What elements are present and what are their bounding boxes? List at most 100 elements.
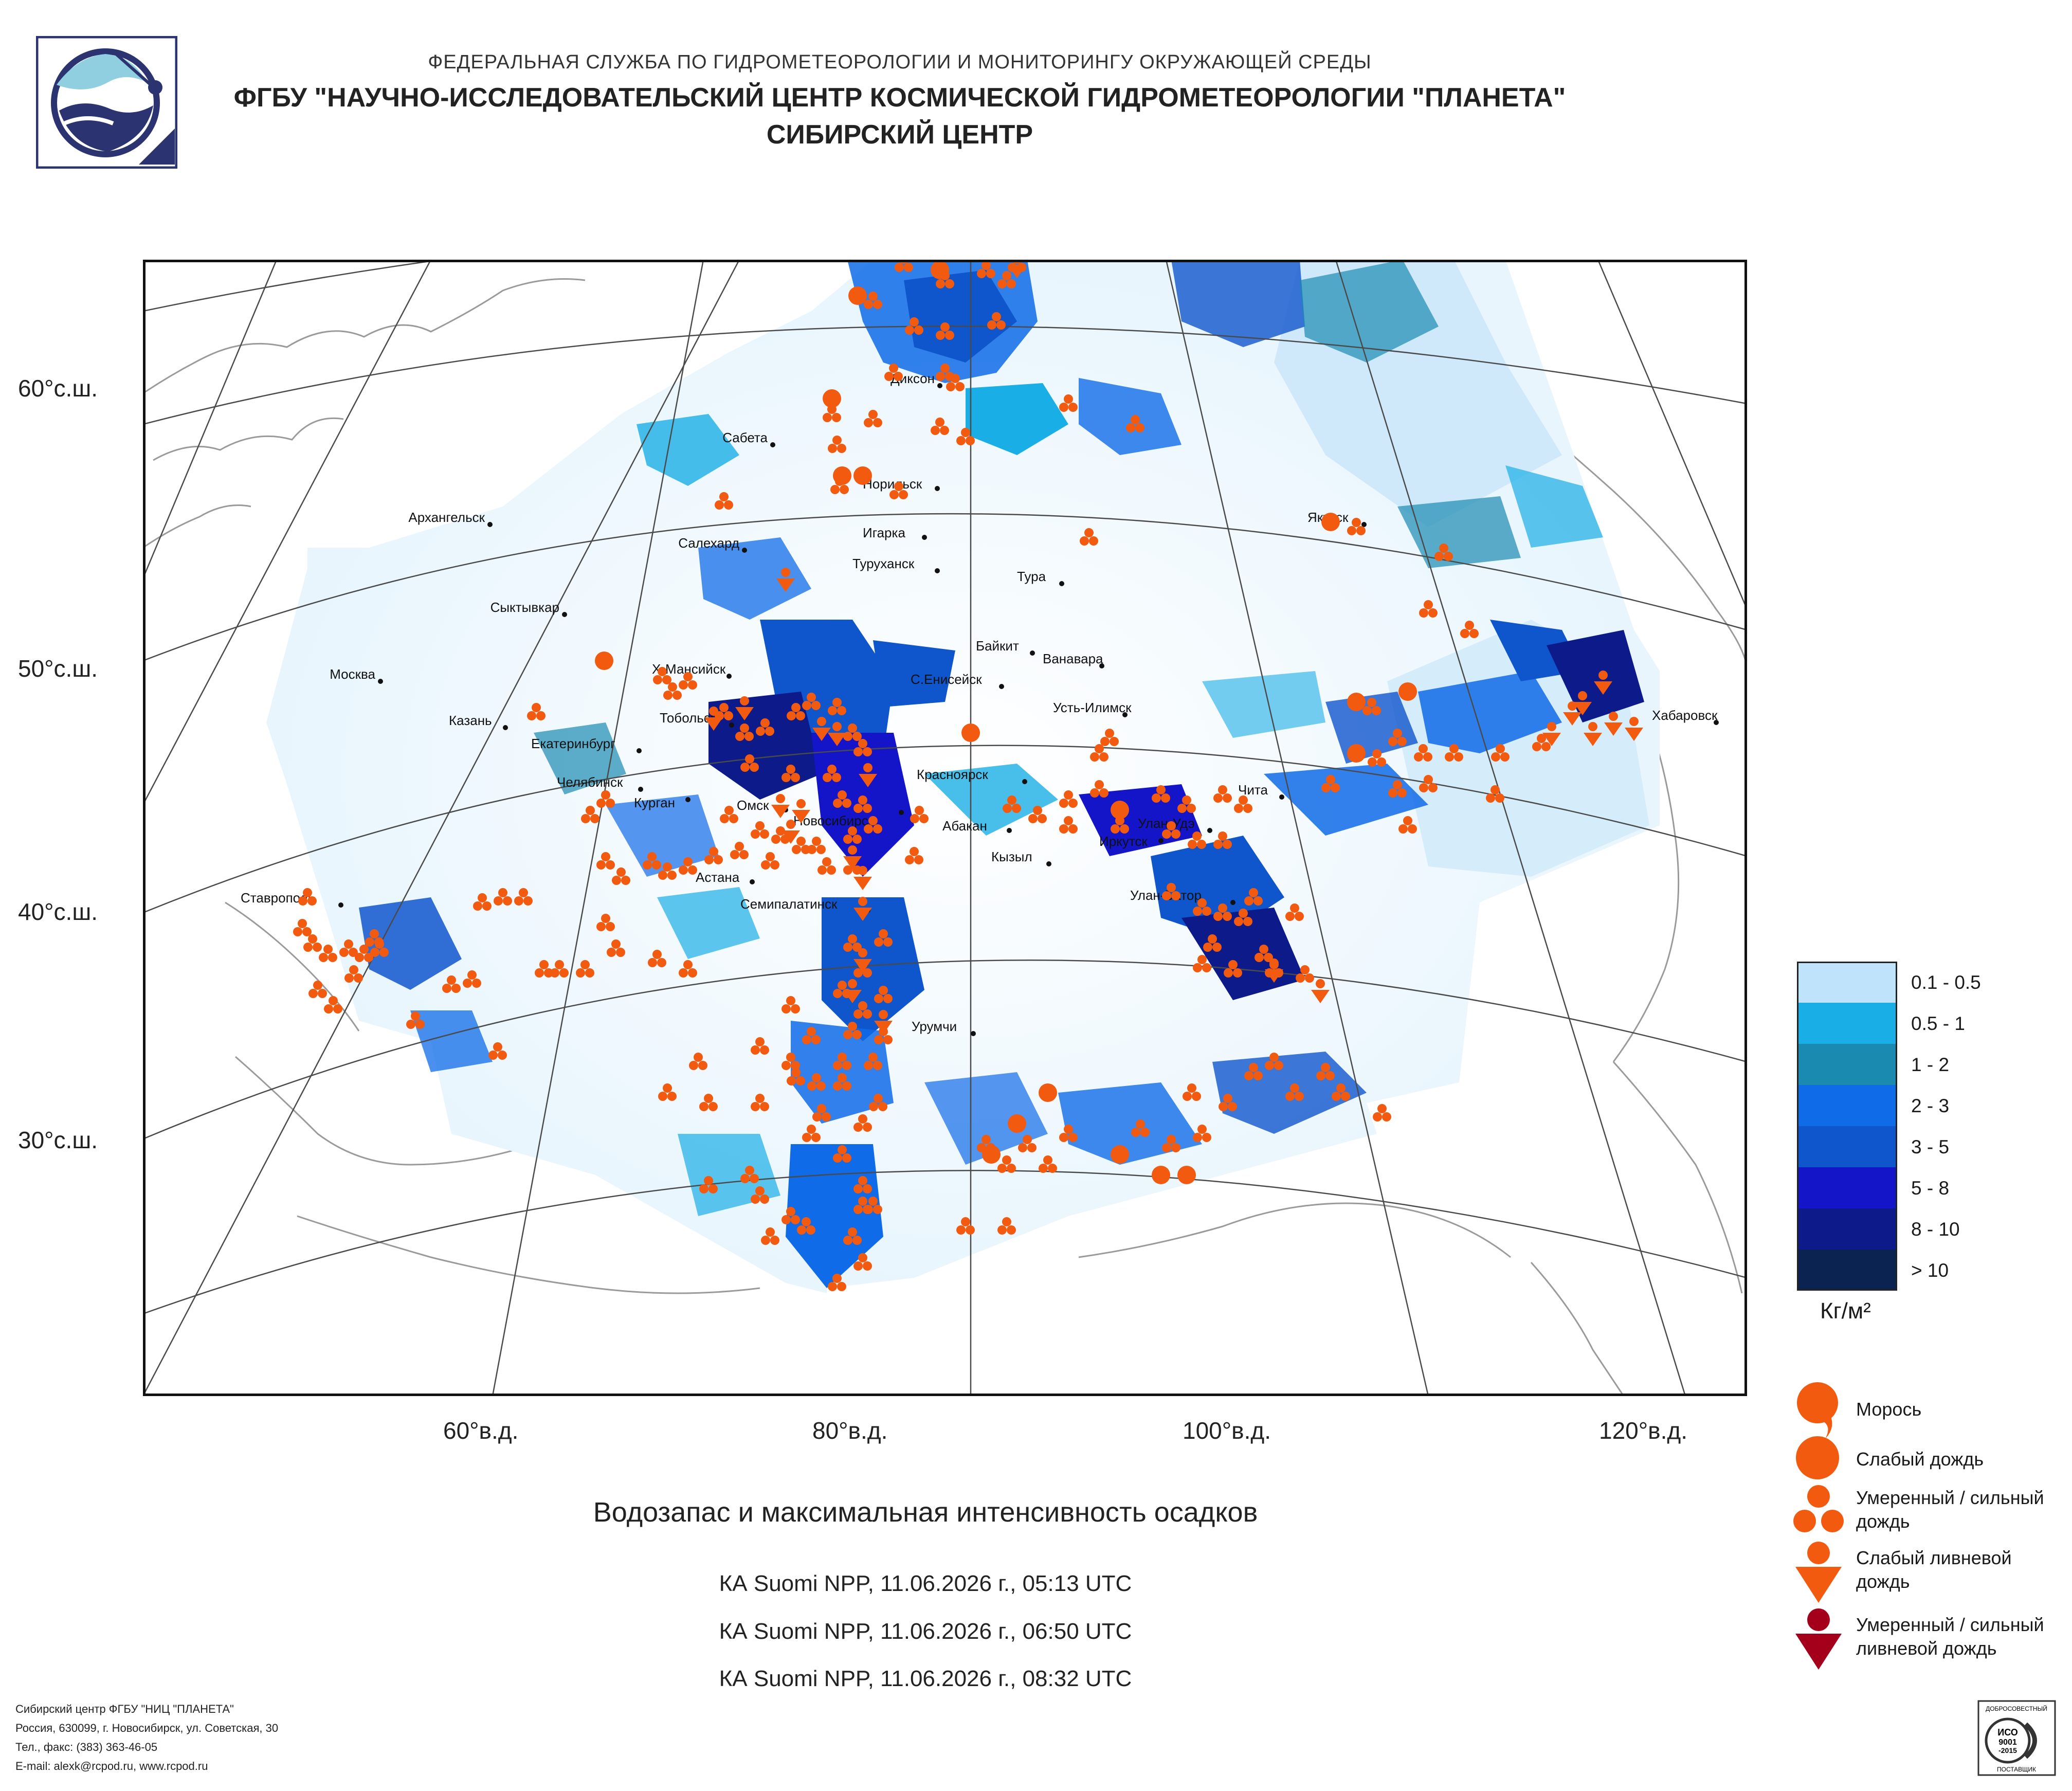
moderate-rain-symbol bbox=[812, 1104, 831, 1121]
svg-text:Абакан: Абакан bbox=[942, 818, 987, 834]
moderate-rain-symbol bbox=[931, 418, 949, 435]
moderate-rain-symbol bbox=[833, 1073, 851, 1091]
moderate-rain-symbol bbox=[751, 821, 769, 839]
light-rain-symbol bbox=[1111, 801, 1129, 819]
light-shower-symbol bbox=[1584, 722, 1602, 746]
moderate-rain-symbol bbox=[1388, 729, 1407, 746]
moderate-rain-symbol bbox=[817, 857, 836, 875]
city-syktyvkar: Сыктывкар bbox=[490, 600, 567, 617]
moderate-rain-symbol bbox=[905, 317, 923, 335]
moderate-rain-symbol bbox=[607, 939, 625, 957]
moderate-rain-symbol bbox=[612, 867, 630, 885]
svg-text:Сыктывкар: Сыктывкар bbox=[490, 600, 559, 615]
light-shower-symbol bbox=[1311, 979, 1330, 1003]
moderate-rain-symbol bbox=[843, 1022, 862, 1039]
legend-bin-label: > 10 bbox=[1911, 1260, 1949, 1281]
moderate-rain-symbol bbox=[884, 364, 903, 381]
moderate-rain-symbol bbox=[1285, 903, 1304, 921]
moderate-rain-symbol bbox=[1285, 1083, 1304, 1101]
light-rain-symbol bbox=[1039, 1083, 1057, 1102]
moderate-rain-symbol bbox=[1162, 1135, 1180, 1152]
moderate-rain-symbol bbox=[596, 914, 615, 931]
light-rain-symbol bbox=[1398, 682, 1417, 701]
moderate-rain-symbol bbox=[1003, 795, 1021, 813]
moderate-rain-symbol bbox=[781, 1053, 800, 1070]
moderate-rain-symbol bbox=[1100, 729, 1119, 746]
moderate-rain-symbol bbox=[853, 795, 872, 813]
legend-swatch bbox=[1797, 1085, 1897, 1126]
drizzle-icon bbox=[1797, 1382, 1838, 1439]
light-rain-symbol bbox=[931, 261, 949, 279]
moderate-rain-symbol bbox=[864, 410, 882, 427]
city-baykit: Байкит bbox=[976, 638, 1035, 656]
moderate-rain-symbol bbox=[997, 1217, 1016, 1235]
moderate-rain-symbol bbox=[1234, 909, 1252, 926]
city-norilsk: Норильск bbox=[863, 476, 940, 492]
light-shower-symbol bbox=[843, 979, 862, 1003]
moderate-rain-symbol bbox=[1193, 955, 1211, 972]
svg-text:ИСО: ИСО bbox=[1997, 1727, 2018, 1738]
moderate-rain-symbol bbox=[679, 672, 697, 690]
moderate-rain-symbol bbox=[807, 837, 826, 854]
moderate-rain-symbol bbox=[853, 739, 872, 756]
light-rain-symbol bbox=[848, 286, 867, 305]
moderate-rain-symbol bbox=[751, 1037, 769, 1055]
moderate-rain-symbol bbox=[787, 1068, 805, 1086]
svg-text:Москва: Москва bbox=[330, 666, 375, 682]
moderate-rain-symbol bbox=[1193, 898, 1211, 916]
svg-text:Челябинск: Челябинск bbox=[557, 774, 623, 790]
light-shower-symbol bbox=[735, 696, 754, 720]
moderate-rain-symbol bbox=[1419, 775, 1438, 792]
moderate-rain-symbol bbox=[853, 1176, 872, 1193]
moderate-rain-symbol bbox=[1131, 1119, 1150, 1137]
moderate-rain-symbol bbox=[473, 893, 492, 911]
moderate-rain-symbol bbox=[442, 975, 461, 993]
city-kazan: Казань bbox=[449, 713, 508, 730]
moderate-rain-symbol bbox=[1362, 698, 1381, 715]
moderate-rain-symbol bbox=[946, 374, 965, 391]
moderate-rain-symbol bbox=[1296, 965, 1314, 983]
city-urumchi: Урумчи bbox=[912, 1019, 976, 1036]
svg-text:Улан-Удэ: Улан-Удэ bbox=[1138, 816, 1195, 831]
svg-text:Норильск: Норильск bbox=[863, 476, 922, 492]
moderate-rain-symbol bbox=[689, 1053, 707, 1070]
lat-label-30: 30°с.ш. bbox=[18, 1127, 98, 1153]
moderate-rain-symbol bbox=[494, 888, 512, 906]
moderate-rain-symbol bbox=[1059, 394, 1078, 412]
moderate-rain-symbol bbox=[1321, 775, 1340, 792]
moderate-rain-symbol bbox=[781, 765, 800, 782]
moderate-rain-symbol bbox=[1203, 934, 1222, 952]
light-shower-icon bbox=[1795, 1542, 1842, 1603]
light-rain-symbol bbox=[1347, 744, 1366, 763]
light-shower-symbol bbox=[812, 717, 831, 741]
moderate-rain-symbol bbox=[740, 1166, 759, 1183]
moderate-rain-symbol bbox=[1434, 544, 1453, 561]
city-moscow: Москва bbox=[330, 666, 383, 684]
moderate-rain-symbol bbox=[596, 790, 615, 808]
moderate-rain-symbol bbox=[833, 1145, 851, 1163]
lat-label-50: 50°с.ш. bbox=[18, 655, 98, 682]
moderate-rain-symbol bbox=[1398, 816, 1417, 834]
moderate-rain-symbol bbox=[1347, 518, 1366, 535]
city-ekaterinburg: Екатеринбург bbox=[531, 736, 642, 753]
moderate-rain-symbol bbox=[1368, 749, 1386, 767]
moderate-rain-symbol bbox=[797, 1217, 815, 1235]
legend-swatch bbox=[1797, 1003, 1897, 1044]
lat-label-40: 40°с.ш. bbox=[18, 898, 98, 925]
moderate-rain-symbol bbox=[596, 852, 615, 870]
moderate-rain-symbol bbox=[648, 950, 666, 967]
svg-text:Салехард: Салехард bbox=[678, 535, 739, 551]
light-rain-symbol bbox=[833, 466, 851, 485]
precipitation-map: Диксон Сабета Норильск Архангельск Игарк… bbox=[143, 260, 1747, 1396]
legend-moderate-rain: Умеренный / сильный дождь bbox=[1789, 1481, 2072, 1558]
pass-3: КА Suomi NPP, 11.06.2026 г., 08:32 UTC bbox=[719, 1666, 1132, 1691]
legend-light-rain-label: Слабый дождь bbox=[1856, 1449, 1984, 1470]
moderate-rain-symbol bbox=[1090, 744, 1108, 762]
moderate-rain-symbol bbox=[977, 261, 995, 278]
moderate-rain-symbol bbox=[905, 847, 923, 864]
legend-units: Кг/м² bbox=[1820, 1298, 1871, 1324]
moderate-rain-symbol bbox=[761, 1227, 779, 1245]
moderate-rain-symbol bbox=[658, 862, 677, 880]
moderate-rain-symbol bbox=[751, 1186, 769, 1204]
moderate-rain-symbol bbox=[1162, 821, 1180, 839]
